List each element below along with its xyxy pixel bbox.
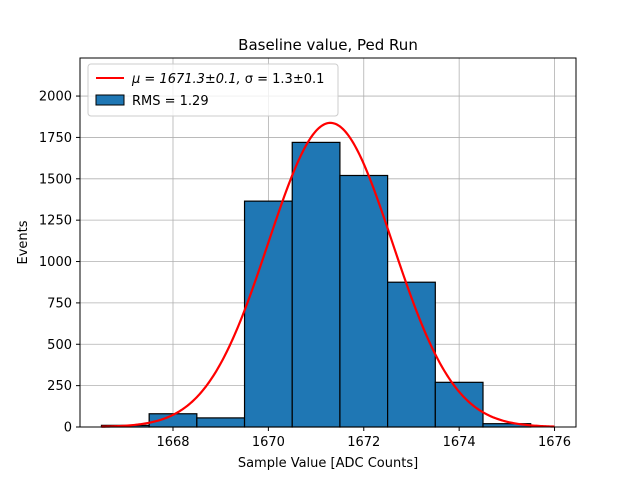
x-tick-label: 1668 — [156, 435, 189, 450]
histogram-bar-4 — [243, 200, 293, 428]
axes-frame — [79, 57, 577, 428]
chart-title: Baseline value, Ped Run — [238, 36, 418, 54]
y-tick-label: 2000 — [39, 90, 72, 105]
histogram-bar-7 — [387, 281, 436, 428]
legend-rms-swatch — [95, 94, 125, 106]
y-tick-label: 500 — [47, 338, 72, 353]
y-tick-label: 0 — [64, 421, 72, 436]
y-tick-label: 750 — [47, 296, 72, 311]
legend: μ = 1671.3±0.1, σ = 1.3±0.1 RMS = 1.29 — [87, 63, 339, 117]
y-tick-label: 1250 — [39, 214, 72, 229]
x-tick-label: 1676 — [538, 435, 571, 450]
histogram-bar-3 — [196, 417, 246, 428]
legend-rms-label: RMS = 1.29 — [132, 94, 209, 109]
gaussian-fit — [101, 121, 555, 428]
legend-fit-label: μ = 1671.3±0.1, σ = 1.3±0.1 — [131, 72, 324, 87]
y-axis-label: Events — [16, 220, 31, 264]
histogram-bars — [100, 141, 532, 428]
histogram-bar-8 — [434, 381, 484, 428]
histogram-bar-5 — [291, 141, 341, 428]
x-tick-label: 1672 — [347, 435, 380, 450]
legend-fit-sigma: σ = 1.3±0.1 — [245, 72, 325, 87]
y-tick-label: 250 — [47, 379, 72, 394]
y-tick-label: 1750 — [39, 131, 72, 146]
x-tick-label: 1674 — [443, 435, 476, 450]
x-axis-label: Sample Value [ADC Counts] — [238, 456, 418, 471]
axis-ticks: 1668 1670 1672 1674 1676 0 250 500 750 1000 1250 15… — [39, 90, 571, 450]
histogram-bar-6 — [339, 174, 389, 428]
y-tick-label: 1000 — [39, 255, 72, 270]
legend-fit-mu: μ = 1671.3±0.1, — [131, 72, 245, 87]
fit-curve — [101, 121, 555, 428]
legend-box — [87, 63, 339, 117]
x-tick-label: 1670 — [252, 435, 285, 450]
y-tick-label: 1500 — [39, 172, 72, 187]
